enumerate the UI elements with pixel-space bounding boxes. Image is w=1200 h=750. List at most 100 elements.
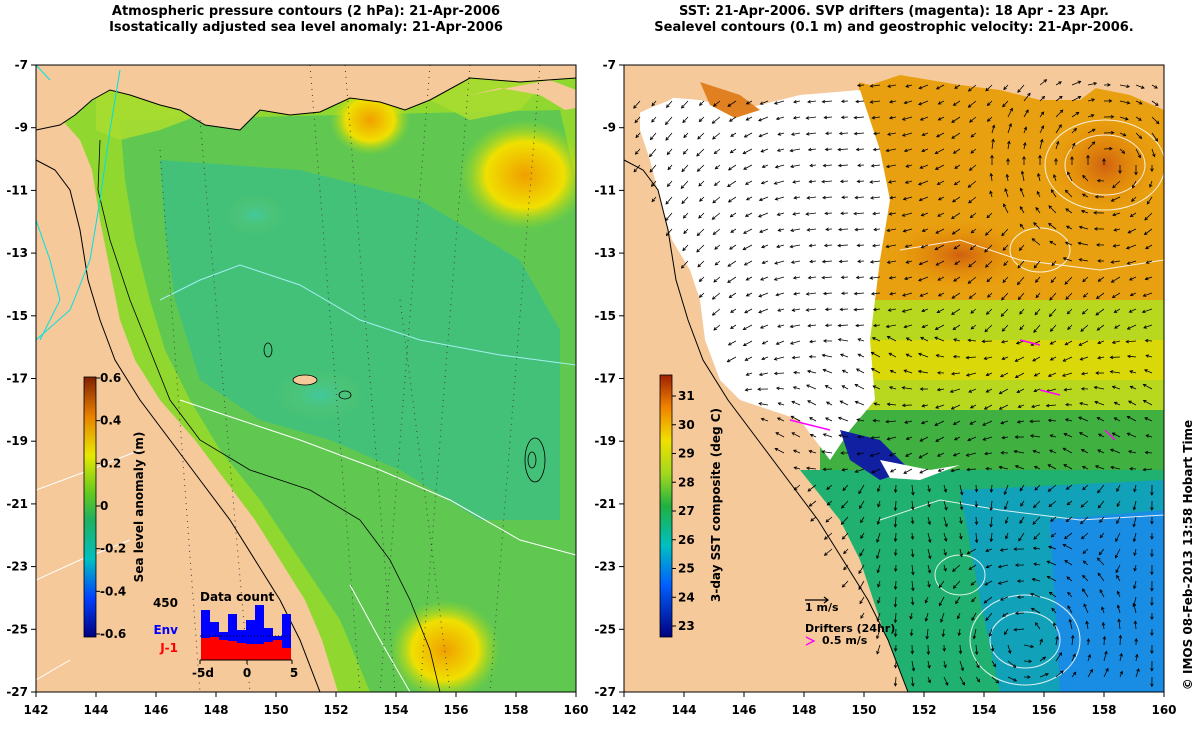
velocity-arrowhead — [998, 406, 1003, 410]
velocity-arrow — [727, 180, 737, 187]
velocity-arrow — [970, 212, 977, 218]
velocity-arrow — [1151, 84, 1158, 89]
velocity-arrow — [776, 244, 785, 248]
velocity-arrowhead — [926, 651, 931, 656]
velocity-arrow — [823, 292, 833, 295]
velocity-arrowhead — [918, 85, 923, 90]
velocity-arrow — [1080, 356, 1089, 361]
velocity-arrow — [1111, 260, 1121, 263]
coastline — [36, 77, 576, 131]
velocity-arrow — [857, 180, 865, 182]
velocity-arrowhead — [934, 246, 939, 251]
velocity-arrowhead — [1003, 86, 1007, 91]
velocity-arrowhead — [1155, 120, 1160, 125]
velocity-arrow — [838, 324, 849, 327]
velocity-arrow — [1050, 276, 1057, 283]
velocity-arrowhead — [805, 132, 810, 136]
velocity-arrow — [1086, 621, 1089, 630]
velocity-arrowhead — [1023, 126, 1028, 131]
velocity-arrowhead — [760, 417, 765, 422]
velocity-arrowhead — [1119, 670, 1123, 675]
velocity-arrow — [858, 484, 865, 494]
velocity-arrowhead — [950, 468, 955, 473]
velocity-arrowhead — [808, 449, 813, 454]
velocity-arrow — [1080, 324, 1089, 332]
velocity-arrow — [730, 308, 737, 313]
velocity-arrowhead — [1127, 230, 1132, 234]
velocity-arrow — [1001, 356, 1009, 360]
velocity-arrow — [860, 532, 865, 539]
velocity-arrowhead — [936, 181, 941, 185]
pressure-contour — [36, 659, 71, 681]
velocity-arrowhead — [665, 121, 669, 126]
velocity-arrow — [925, 596, 929, 604]
velocity-arrow — [729, 292, 737, 298]
velocity-arrow — [903, 468, 913, 474]
velocity-arrowhead — [840, 99, 845, 104]
velocity-arrow — [1064, 532, 1073, 540]
velocity-arrowhead — [1002, 279, 1007, 283]
velocity-arrowhead — [1093, 385, 1098, 390]
y-tick-label: -15 — [594, 309, 616, 323]
velocity-arrowhead — [1081, 311, 1086, 315]
velocity-arrow — [952, 196, 961, 203]
velocity-arrow — [774, 448, 785, 454]
velocity-arrowhead — [889, 99, 893, 104]
velocity-arrowhead — [1096, 243, 1100, 247]
velocity-arrowhead — [1150, 683, 1154, 688]
velocity-arrow — [843, 548, 849, 554]
velocity-arrowhead — [822, 195, 826, 200]
velocity-arrowhead — [1145, 260, 1150, 264]
velocity-arrow — [903, 369, 913, 374]
velocity-arrowhead — [989, 538, 994, 543]
velocity-arrowhead — [840, 521, 845, 525]
velocity-arrowhead — [698, 294, 703, 298]
velocity-arrow — [1114, 417, 1121, 422]
velocity-arrowhead — [1014, 465, 1019, 469]
velocity-arrow — [809, 180, 817, 183]
velocity-arrowhead — [943, 567, 947, 572]
velocity-arrow — [958, 628, 961, 636]
velocity-arrowhead — [893, 538, 898, 543]
velocity-arrowhead — [888, 453, 893, 457]
velocity-arrow — [954, 260, 961, 265]
velocity-arrowhead — [1029, 434, 1034, 438]
velocity-arrowhead — [1133, 620, 1138, 625]
velocity-arrowhead — [885, 148, 890, 153]
velocity-arrowhead — [1110, 130, 1115, 135]
velocity-arrowhead — [1102, 635, 1107, 640]
velocity-arrowhead — [1013, 627, 1018, 632]
velocity-arrowhead — [651, 102, 656, 107]
velocity-arrowhead — [1097, 489, 1101, 494]
velocity-arrowhead — [974, 539, 979, 544]
velocity-arrowhead — [1017, 89, 1021, 93]
velocity-arrowhead — [1045, 672, 1049, 677]
velocity-arrow — [873, 228, 881, 231]
velocity-arrow — [758, 403, 769, 406]
velocity-arrowhead — [682, 119, 686, 124]
velocity-arrow — [1098, 548, 1105, 556]
velocity-arrowhead — [1086, 638, 1091, 642]
velocity-arrow — [1133, 500, 1137, 510]
colorbar-label: 26 — [678, 533, 695, 547]
velocity-arrowhead — [854, 195, 859, 200]
velocity-arrowhead — [1035, 206, 1039, 211]
velocity-arrowhead — [1066, 310, 1071, 315]
velocity-arrow — [1005, 532, 1009, 539]
velocity-arrow — [838, 417, 849, 422]
velocity-arrowhead — [745, 293, 750, 297]
velocity-arrow — [1039, 125, 1044, 134]
new-guinea-land — [36, 65, 576, 130]
velocity-arrow — [876, 628, 881, 639]
velocity-arrow — [1069, 619, 1073, 630]
velocity-arrow — [809, 417, 817, 422]
right-map-title: SST: 21-Apr-2006. SVP drifters (magenta)… — [624, 4, 1164, 36]
colorbar-label: 31 — [678, 389, 695, 403]
velocity-arrowhead — [1038, 154, 1042, 159]
velocity-arrow — [860, 516, 865, 523]
velocity-arrow — [968, 564, 977, 570]
velocity-arrow — [1039, 673, 1049, 678]
pressure-contour — [36, 219, 61, 341]
velocity-arrow — [807, 370, 817, 374]
velocity-arrow — [873, 132, 881, 135]
